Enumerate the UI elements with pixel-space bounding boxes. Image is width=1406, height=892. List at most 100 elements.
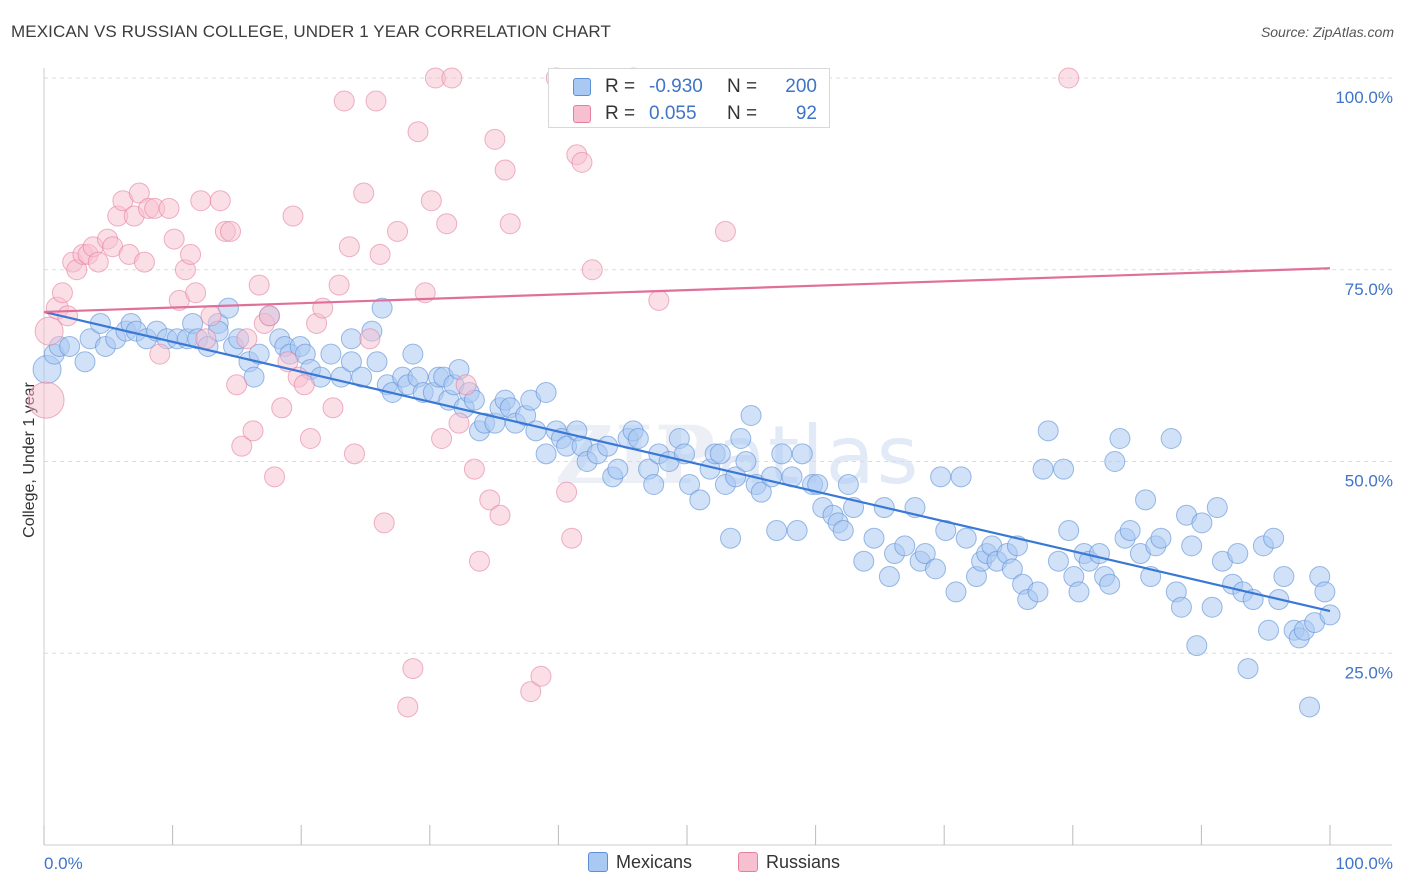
point-russians [571,151,593,173]
point-mexicans [597,435,619,457]
point-mexicans [366,351,388,373]
point-russians [209,190,231,212]
point-mexicans [837,474,859,496]
point-mexicans [720,527,742,549]
point-russians [158,197,180,219]
point-mexicans [1191,512,1213,534]
point-russians [561,527,583,549]
point-mexicans [930,466,952,488]
point-russians [484,128,506,150]
x-tick-label: 100.0% [1335,854,1393,873]
point-mexicans [59,335,81,357]
point-russians [312,297,334,319]
point-mexicans [853,550,875,572]
point-mexicans [945,581,967,603]
point-russians [463,458,485,480]
point-russians [185,282,207,304]
legend-swatch-mexicans [573,78,591,96]
point-russians [236,328,258,350]
point-russians [479,489,501,511]
point-russians [128,182,150,204]
point-russians [195,328,217,350]
point-mexicans [535,443,557,465]
point-mexicans [340,328,362,350]
point-russians [149,343,171,365]
legend-n-label: N = [727,76,758,97]
point-mexicans [786,520,808,542]
legend-n-value: 92 [795,103,817,124]
point-mexicans [914,543,936,565]
point-russians [441,67,463,89]
point-mexicans [1047,550,1069,572]
point-mexicans [832,520,854,542]
point-mexicans [217,297,239,319]
point-russians [248,274,270,296]
point-mexicans [894,535,916,557]
point-mexicans [1258,619,1280,641]
point-russians [299,427,321,449]
point-russians [359,328,381,350]
point-russians [373,512,395,534]
point-russians [489,504,511,526]
point-russians [27,381,65,419]
point-russians [353,182,375,204]
legend-item-mexicans[interactable]: Mexicans [588,852,692,873]
point-mexicans [924,558,946,580]
point-mexicans [1032,458,1054,480]
legend-label-russians: Russians [766,852,841,872]
point-russians [34,316,64,346]
point-russians [322,397,344,419]
point-russians [51,282,73,304]
point-mexicans [643,474,665,496]
x-tick-label: 0.0% [44,854,83,873]
point-mexicans [1299,696,1321,718]
point-mexicans [689,489,711,511]
point-russians [431,427,453,449]
point-mexicans [709,443,731,465]
point-russians [264,466,286,488]
point-russians [200,305,222,327]
point-russians [402,658,424,680]
point-russians [328,274,350,296]
y-tick-label: 25.0% [1345,663,1393,682]
point-mexicans [1058,520,1080,542]
point-russians [333,90,355,112]
legend-item-russians[interactable]: Russians [738,852,840,873]
point-mexicans [1135,489,1157,511]
point-mexicans [248,343,270,365]
point-mexicans [807,474,829,496]
point-russians [180,243,202,265]
legend-n-value: 200 [785,76,817,97]
point-mexicans [1099,573,1121,595]
point-russians [231,435,253,457]
point-mexicans [1201,596,1223,618]
legend-label-mexicans: Mexicans [616,852,693,872]
point-mexicans [1319,604,1341,626]
point-mexicans [1227,543,1249,565]
point-mexicans [750,481,772,503]
point-mexicans [1088,543,1110,565]
point-russians [448,412,470,434]
point-mexicans [1001,558,1023,580]
point-russians [455,374,477,396]
point-russians [338,236,360,258]
legend-n-label: N = [727,103,758,124]
point-mexicans [1314,581,1336,603]
point-mexicans [1119,520,1141,542]
legend-swatch-mexicans [588,852,608,872]
point-mexicans [735,451,757,472]
point-mexicans [1170,596,1192,618]
legend-r-value: -0.930 [649,76,703,97]
point-mexicans [1150,527,1172,549]
trendline-russians [43,267,1331,314]
point-mexicans [402,343,424,365]
legend-swatch-russians [738,852,758,872]
chart-title: MEXICAN VS RUSSIAN COLLEGE, UNDER 1 YEAR… [11,22,611,41]
point-russians [190,190,212,212]
point-mexicans [1186,635,1208,657]
point-mexicans [74,351,96,373]
point-mexicans [243,366,265,388]
point-mexicans [955,527,977,549]
point-mexicans [1181,535,1203,557]
